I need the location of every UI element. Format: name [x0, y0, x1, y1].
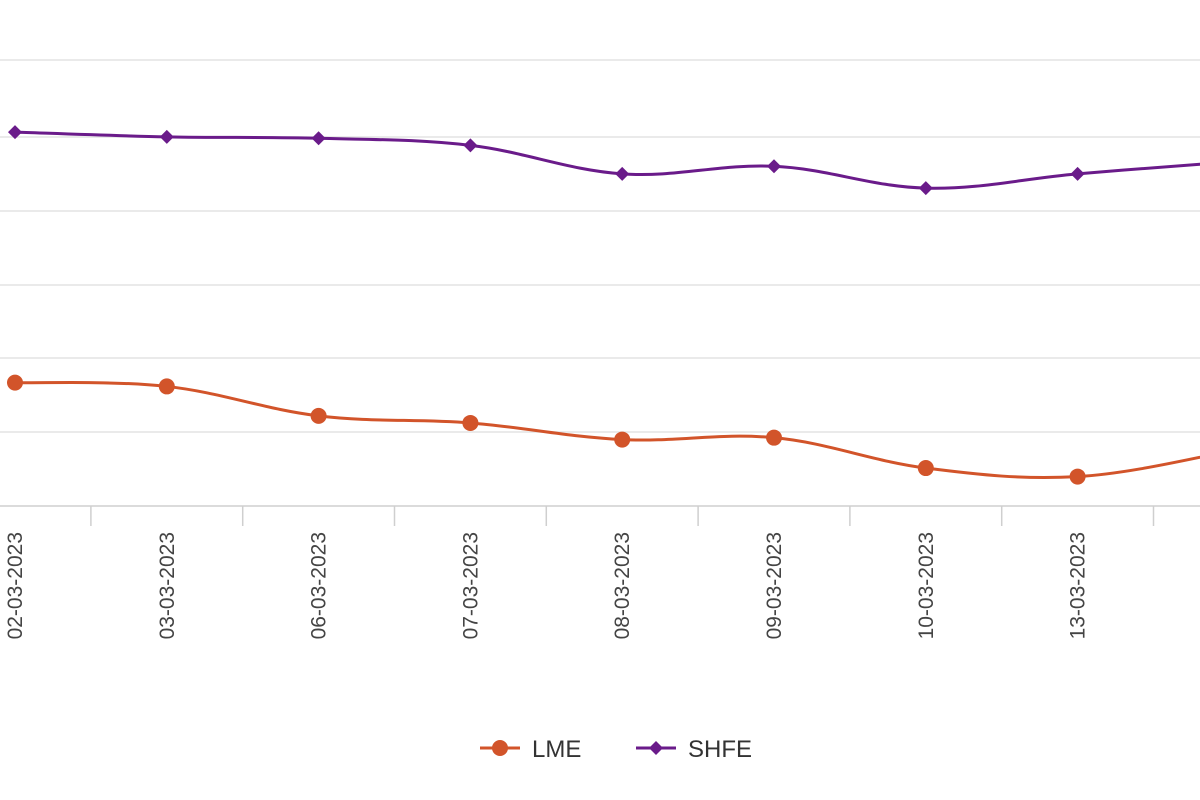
point-lme[interactable] — [158, 378, 175, 395]
point-shfe[interactable] — [8, 125, 22, 140]
x-tick-label: 02-03-2023 — [4, 532, 27, 639]
legend-circle-marker — [492, 740, 508, 756]
point-shfe[interactable] — [1070, 166, 1085, 181]
gridlines — [0, 59, 1200, 433]
point-shfe[interactable] — [615, 166, 630, 181]
point-lme[interactable] — [917, 460, 934, 477]
legend-item-shfe[interactable]: SHFE — [636, 736, 752, 763]
point-lme[interactable] — [310, 407, 327, 424]
x-tick-label: 03-03-2023 — [156, 532, 179, 639]
x-tick-label: 09-03-2023 — [763, 532, 786, 639]
legend-label: LME — [532, 736, 581, 763]
point-lme[interactable] — [1069, 468, 1086, 485]
point-shfe[interactable] — [463, 138, 478, 153]
series-line-shfe — [14, 130, 1200, 190]
legend[interactable]: LME SHFE — [480, 736, 752, 763]
legend-diamond-marker — [649, 741, 663, 755]
point-lme[interactable] — [7, 374, 23, 391]
point-shfe[interactable] — [311, 131, 326, 146]
point-lme[interactable] — [614, 431, 631, 448]
x-tick-label: 13-03-2023 — [1067, 532, 1090, 639]
legend-label: SHFE — [688, 736, 752, 763]
point-lme[interactable] — [462, 414, 479, 431]
x-tick-label: 08-03-2023 — [611, 532, 634, 639]
x-tick-label: 10-03-2023 — [915, 532, 938, 639]
point-shfe[interactable] — [159, 129, 174, 144]
x-tick-label: 06-03-2023 — [308, 532, 331, 639]
point-lme[interactable] — [766, 429, 782, 446]
x-axis: 02-03-2023 03-03-2023 06-03-2023 07-03-2023… — [0, 505, 1200, 639]
series-markers — [7, 125, 1086, 485]
x-tick-label: 07-03-2023 — [459, 532, 482, 639]
point-shfe[interactable] — [918, 181, 933, 196]
series-line-lme — [14, 381, 1200, 480]
series-lines — [14, 130, 1200, 480]
point-shfe[interactable] — [767, 159, 781, 174]
legend-item-lme[interactable]: LME — [480, 736, 581, 763]
